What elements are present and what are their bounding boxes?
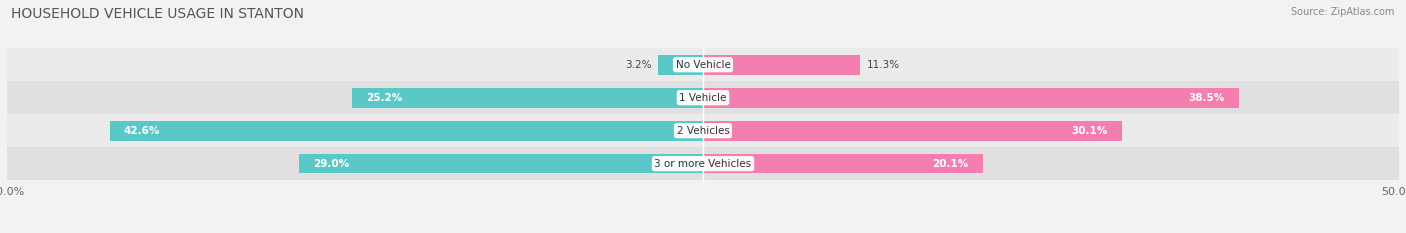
Bar bbox=[703, 154, 983, 174]
Text: 29.0%: 29.0% bbox=[314, 159, 349, 169]
Bar bbox=[703, 55, 860, 75]
Text: 25.2%: 25.2% bbox=[366, 93, 402, 103]
Text: 30.1%: 30.1% bbox=[1071, 126, 1108, 136]
Bar bbox=[7, 48, 1399, 81]
Bar bbox=[703, 88, 1239, 108]
Text: 3 or more Vehicles: 3 or more Vehicles bbox=[654, 159, 752, 169]
Bar bbox=[7, 147, 1399, 180]
Text: 11.3%: 11.3% bbox=[868, 60, 900, 70]
Text: 2 Vehicles: 2 Vehicles bbox=[676, 126, 730, 136]
Text: 20.1%: 20.1% bbox=[932, 159, 969, 169]
Bar bbox=[7, 81, 1399, 114]
Text: Source: ZipAtlas.com: Source: ZipAtlas.com bbox=[1291, 7, 1395, 17]
Text: 38.5%: 38.5% bbox=[1188, 93, 1225, 103]
Text: HOUSEHOLD VEHICLE USAGE IN STANTON: HOUSEHOLD VEHICLE USAGE IN STANTON bbox=[11, 7, 304, 21]
Text: 3.2%: 3.2% bbox=[626, 60, 651, 70]
Bar bbox=[658, 55, 703, 75]
Bar bbox=[110, 121, 703, 140]
Text: No Vehicle: No Vehicle bbox=[675, 60, 731, 70]
Bar bbox=[299, 154, 703, 174]
Bar bbox=[7, 114, 1399, 147]
Text: 1 Vehicle: 1 Vehicle bbox=[679, 93, 727, 103]
Bar bbox=[353, 88, 703, 108]
Bar bbox=[703, 121, 1122, 140]
Text: 42.6%: 42.6% bbox=[124, 126, 160, 136]
